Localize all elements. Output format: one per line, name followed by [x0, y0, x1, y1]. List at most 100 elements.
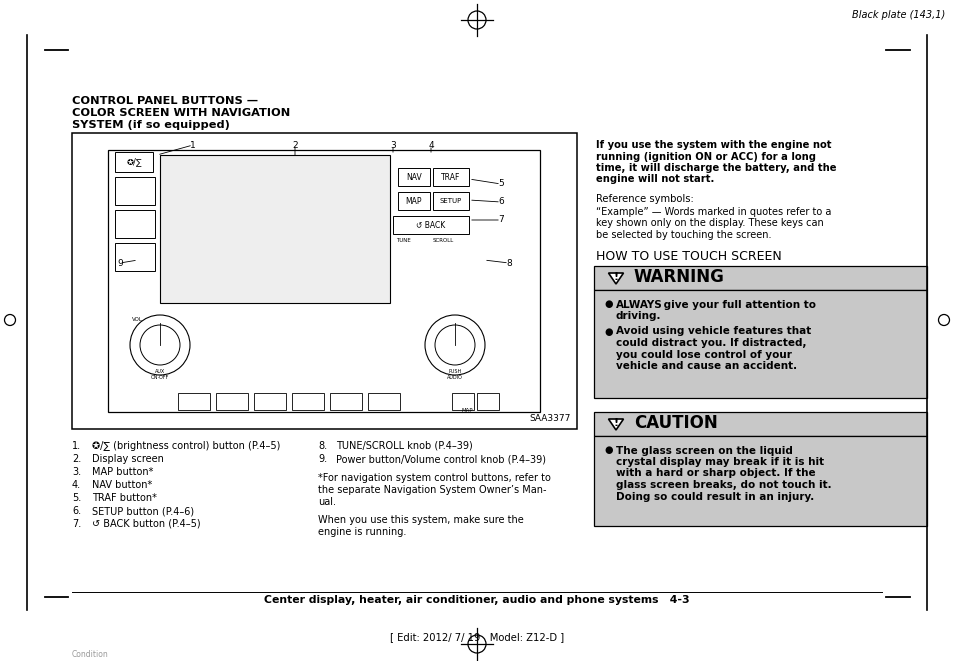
Text: 6.: 6. — [71, 506, 81, 516]
Text: Display screen: Display screen — [91, 454, 164, 464]
Text: ●: ● — [603, 327, 612, 336]
Text: TUNE: TUNE — [395, 238, 411, 243]
Text: running (ignition ON or ACC) for a long: running (ignition ON or ACC) for a long — [596, 151, 815, 161]
Polygon shape — [608, 419, 623, 430]
Bar — [397, 192, 430, 210]
Text: PUSH
AUDIO: PUSH AUDIO — [447, 369, 462, 380]
Text: ●: ● — [603, 299, 612, 309]
Bar — [108, 150, 539, 412]
Text: 4: 4 — [428, 141, 434, 149]
Bar — [115, 152, 152, 172]
Text: *For navigation system control buttons, refer to: *For navigation system control buttons, … — [317, 473, 550, 483]
Bar — [178, 393, 210, 410]
Bar — [594, 266, 926, 290]
Text: NAV: NAV — [406, 173, 421, 182]
Text: Doing so could result in an injury.: Doing so could result in an injury. — [616, 492, 814, 502]
Bar — [594, 290, 926, 397]
Bar — [253, 393, 286, 410]
Text: vehicle and cause an accident.: vehicle and cause an accident. — [616, 361, 797, 371]
Text: crystal display may break if it is hit: crystal display may break if it is hit — [616, 457, 823, 467]
Bar — [433, 192, 469, 210]
Bar — [160, 155, 390, 303]
Text: !: ! — [613, 272, 618, 282]
Text: 5.: 5. — [71, 493, 81, 503]
Text: Reference symbols:: Reference symbols: — [596, 194, 693, 204]
Text: MAP button*: MAP button* — [91, 467, 153, 477]
Text: with a hard or sharp object. If the: with a hard or sharp object. If the — [616, 469, 815, 479]
Bar — [115, 210, 154, 238]
Text: Power button/Volume control knob (P.4–39): Power button/Volume control knob (P.4–39… — [335, 454, 545, 464]
Text: 1.: 1. — [71, 441, 81, 451]
Bar — [215, 393, 248, 410]
Text: !: ! — [613, 418, 618, 428]
Text: ↺ BACK button (P.4–5): ↺ BACK button (P.4–5) — [91, 519, 200, 529]
Text: key shown only on the display. These keys can: key shown only on the display. These key… — [596, 219, 822, 229]
Text: the separate Navigation System Owner’s Man-: the separate Navigation System Owner’s M… — [317, 485, 546, 495]
Text: engine is running.: engine is running. — [317, 527, 406, 537]
Text: 9: 9 — [117, 258, 123, 268]
Text: 2: 2 — [292, 141, 297, 149]
Bar — [71, 133, 577, 429]
Text: Avoid using vehicle features that: Avoid using vehicle features that — [616, 327, 810, 336]
Text: time, it will discharge the battery, and the: time, it will discharge the battery, and… — [596, 163, 836, 173]
Text: 8.: 8. — [317, 441, 327, 451]
Text: TUNE/SCROLL knob (P.4–39): TUNE/SCROLL knob (P.4–39) — [335, 441, 473, 451]
Text: 2.: 2. — [71, 454, 81, 464]
Bar — [594, 412, 926, 436]
Text: VOL: VOL — [132, 317, 143, 322]
Text: WARNING: WARNING — [634, 268, 724, 286]
Text: 1: 1 — [190, 141, 195, 149]
Text: NAV button*: NAV button* — [91, 480, 152, 490]
Text: TRAF button*: TRAF button* — [91, 493, 156, 503]
Text: 3: 3 — [390, 141, 395, 149]
Text: HOW TO USE TOUCH SCREEN: HOW TO USE TOUCH SCREEN — [596, 249, 781, 262]
Text: “Example” — Words marked in quotes refer to a: “Example” — Words marked in quotes refer… — [596, 207, 830, 217]
Text: 3.: 3. — [71, 467, 81, 477]
Text: SCROLL: SCROLL — [433, 238, 454, 243]
Text: 7.: 7. — [71, 519, 81, 529]
Bar — [115, 243, 154, 271]
Text: 9.: 9. — [317, 454, 327, 464]
Text: CONTROL PANEL BUTTONS —: CONTROL PANEL BUTTONS — — [71, 96, 258, 106]
Text: CAUTION: CAUTION — [634, 414, 717, 432]
Text: ALWAYS: ALWAYS — [616, 299, 662, 309]
Text: If you use the system with the engine not: If you use the system with the engine no… — [596, 140, 831, 150]
Text: driving.: driving. — [616, 311, 660, 321]
Bar — [476, 393, 498, 410]
Text: TRAF: TRAF — [441, 173, 460, 182]
Text: could distract you. If distracted,: could distract you. If distracted, — [616, 338, 805, 348]
Bar — [330, 393, 361, 410]
Text: you could lose control of your: you could lose control of your — [616, 350, 791, 360]
Text: MAP: MAP — [460, 408, 473, 413]
Text: 6: 6 — [497, 198, 503, 206]
Text: SETUP button (P.4–6): SETUP button (P.4–6) — [91, 506, 193, 516]
Bar — [368, 393, 399, 410]
Bar — [393, 216, 469, 234]
Bar — [397, 168, 430, 186]
Bar — [115, 177, 154, 205]
Text: MAP: MAP — [405, 196, 422, 206]
Text: ✪/∑: ✪/∑ — [126, 157, 142, 167]
Text: engine will not start.: engine will not start. — [596, 175, 714, 184]
Text: ual.: ual. — [317, 497, 335, 507]
Text: SETUP: SETUP — [439, 198, 461, 204]
Text: SAA3377: SAA3377 — [529, 414, 571, 423]
Text: 7: 7 — [497, 215, 503, 225]
Text: When you use this system, make sure the: When you use this system, make sure the — [317, 515, 523, 525]
Text: [ Edit: 2012/ 7/ 19   Model: Z12-D ]: [ Edit: 2012/ 7/ 19 Model: Z12-D ] — [390, 632, 563, 642]
Text: ●: ● — [603, 446, 612, 455]
Text: The glass screen on the liquid: The glass screen on the liquid — [616, 446, 792, 455]
Text: AUX
ON·OFF: AUX ON·OFF — [151, 369, 169, 380]
Text: glass screen breaks, do not touch it.: glass screen breaks, do not touch it. — [616, 480, 831, 490]
Text: Center display, heater, air conditioner, audio and phone systems   4-3: Center display, heater, air conditioner,… — [264, 595, 689, 605]
Bar — [292, 393, 324, 410]
Text: 8: 8 — [506, 258, 512, 268]
Bar — [594, 436, 926, 525]
Text: 5: 5 — [497, 180, 503, 188]
Bar — [433, 168, 469, 186]
Polygon shape — [608, 273, 623, 284]
Text: Black plate (143,1): Black plate (143,1) — [851, 10, 944, 20]
Text: 4.: 4. — [71, 480, 81, 490]
Text: COLOR SCREEN WITH NAVIGATION: COLOR SCREEN WITH NAVIGATION — [71, 108, 290, 118]
Text: Condition: Condition — [71, 650, 109, 659]
